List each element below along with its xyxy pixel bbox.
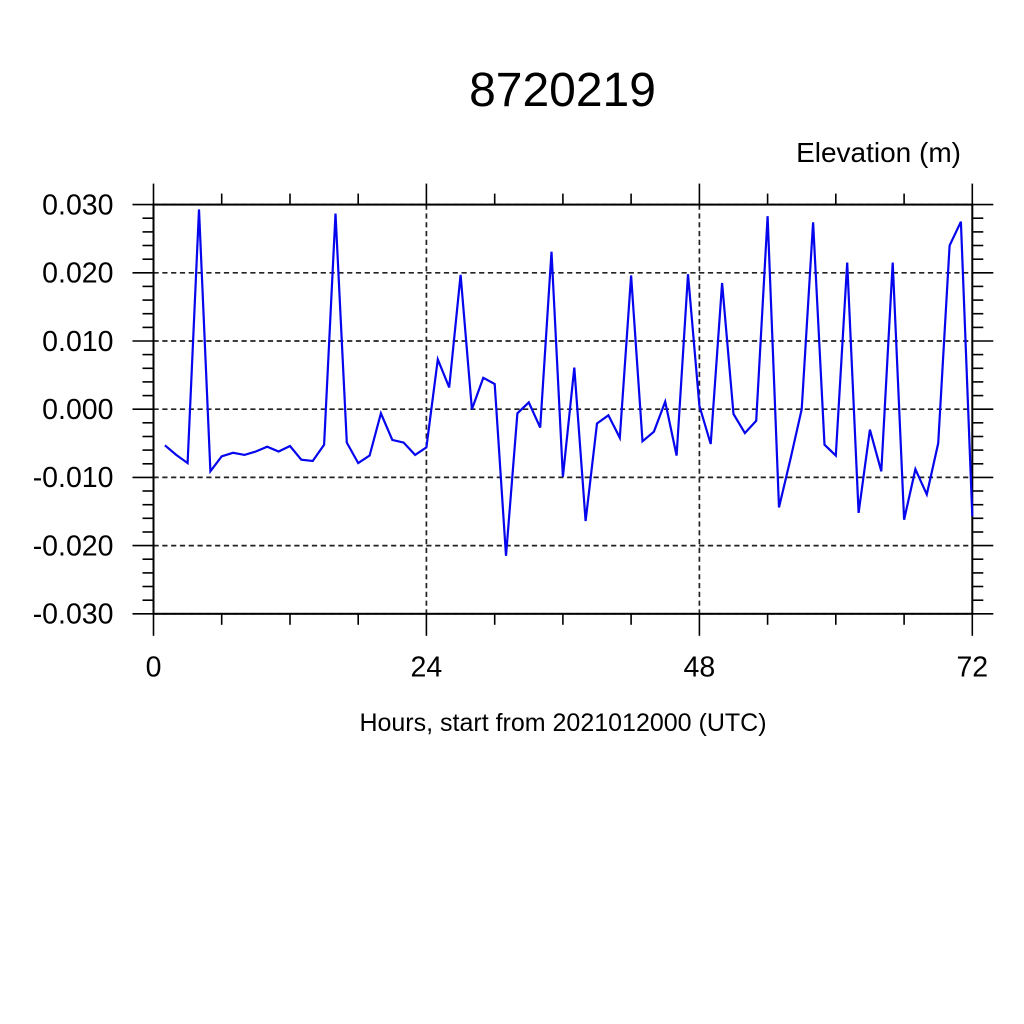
- svg-text:0.020: 0.020: [42, 258, 113, 290]
- svg-text:48: 48: [684, 652, 716, 684]
- svg-text:Hours, start from 2021012000 (: Hours, start from 2021012000 (UTC): [359, 709, 766, 737]
- svg-text:0: 0: [146, 652, 162, 684]
- svg-text:-0.030: -0.030: [33, 599, 114, 631]
- svg-text:8720219: 8720219: [469, 64, 656, 117]
- svg-text:0.030: 0.030: [42, 189, 113, 221]
- svg-text:72: 72: [956, 652, 988, 684]
- svg-text:0.000: 0.000: [42, 394, 113, 426]
- svg-text:-0.010: -0.010: [33, 462, 114, 494]
- svg-text:0.010: 0.010: [42, 326, 113, 358]
- svg-text:24: 24: [411, 652, 443, 684]
- svg-text:Elevation (m): Elevation (m): [796, 137, 961, 168]
- svg-text:-0.020: -0.020: [33, 530, 114, 562]
